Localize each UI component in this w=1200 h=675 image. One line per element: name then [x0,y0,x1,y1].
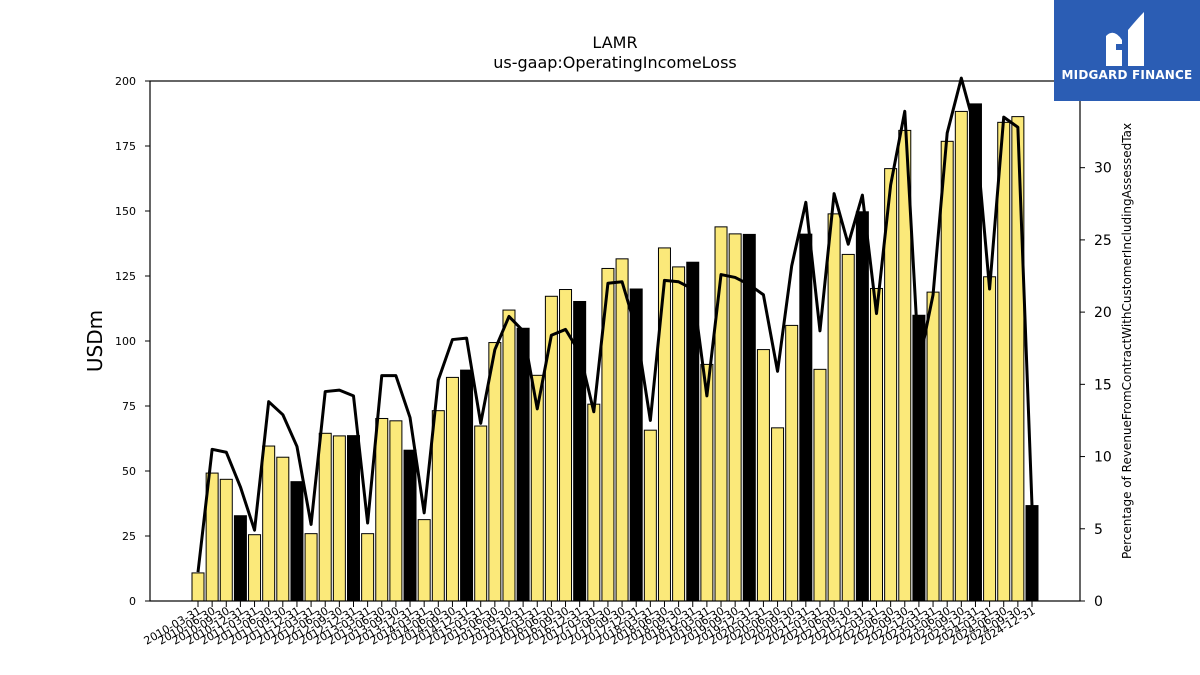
bar-2011-03-31 [248,534,262,602]
bar-2014-12-31 [460,369,474,602]
bar-2017-03-31 [587,403,601,602]
bar-2011-12-31 [290,481,304,602]
bar-2012-03-31 [304,533,318,602]
bar-2014-03-31 [417,519,431,602]
y2-tick-label: 30 [1094,161,1112,177]
bar-2013-06-30 [375,417,389,602]
ratio-line [196,76,1034,573]
bar-2011-06-30 [262,445,276,602]
y-tick-label: 0 [129,595,136,608]
bar-2020-09-30 [785,324,799,602]
bar-2017-09-30 [615,258,629,602]
bar-2020-06-30 [771,427,785,602]
bar-2015-09-30 [502,309,516,602]
bar-2012-09-30 [332,435,346,602]
logo-text: MIDGARD FINANCE [1061,68,1193,82]
y-tick-label: 150 [115,205,136,218]
bar-2023-03-31 [926,291,940,602]
bar-2010-03-31 [191,572,205,602]
bar-2018-03-31 [643,429,657,602]
y-tick-label: 125 [115,270,136,283]
bar-2014-06-30 [431,410,445,602]
logo: MIDGARD FINANCE [1054,0,1200,101]
line-layer [196,76,1034,573]
y-tick-label: 175 [115,140,136,153]
bar-2018-09-30 [672,266,686,602]
bar-2020-03-31 [756,349,770,602]
bar-2010-12-31 [233,515,247,602]
bar-2023-06-30 [940,140,954,602]
y-tick-label: 50 [122,465,136,478]
bar-2013-03-31 [361,533,375,602]
bar-2012-12-31 [346,435,360,602]
bar-2024-09-30 [1011,116,1025,602]
bar-2018-06-30 [657,247,671,602]
bar-2019-09-30 [728,233,742,602]
axes: 0255075100125150175200051015202530352010… [115,75,1112,648]
y-axis-label: USDm [83,310,107,372]
bar-2021-09-30 [841,253,855,602]
y2-tick-label: 25 [1094,233,1112,249]
bar-2015-06-30 [488,342,502,602]
chart-subtitle: us-gaap:OperatingIncomeLoss [493,53,737,72]
y2-tick-label: 15 [1094,377,1112,393]
bar-2023-09-30 [954,110,968,602]
bar-2021-03-31 [813,368,827,602]
bar-2024-12-31 [1025,505,1039,602]
bar-2010-09-30 [219,478,233,602]
y2-tick-label: 20 [1094,305,1112,321]
y2-tick-label: 5 [1094,522,1103,538]
bar-2024-03-31 [983,276,997,602]
bar-2022-03-31 [870,287,884,602]
y2-tick-label: 0 [1094,594,1103,610]
y-tick-label: 200 [115,75,136,88]
chart-title: LAMR [592,33,637,52]
y2-tick-label: 10 [1094,450,1112,466]
y-tick-label: 100 [115,335,136,348]
y-tick-label: 75 [122,400,136,413]
bar-2024-06-30 [997,121,1011,602]
bar-2019-03-31 [700,363,714,602]
y2-axis-label: Percentage of RevenueFromContractWithCus… [1120,123,1134,559]
y-tick-label: 25 [122,530,136,543]
bar-2015-03-31 [474,425,488,602]
bar-2012-06-30 [318,432,332,602]
bar-2013-09-30 [389,420,403,602]
bar-2014-09-30 [445,376,459,602]
bar-2020-12-31 [799,233,813,602]
bar-2011-09-30 [276,456,290,602]
bar-2021-12-31 [855,211,869,602]
bar-2021-06-30 [827,213,841,602]
bar-group [191,103,1039,602]
plot-frame [149,80,1081,602]
bar-2013-12-31 [403,449,417,602]
logo-mark-icon [1106,12,1144,66]
bar-2015-12-31 [516,327,530,602]
